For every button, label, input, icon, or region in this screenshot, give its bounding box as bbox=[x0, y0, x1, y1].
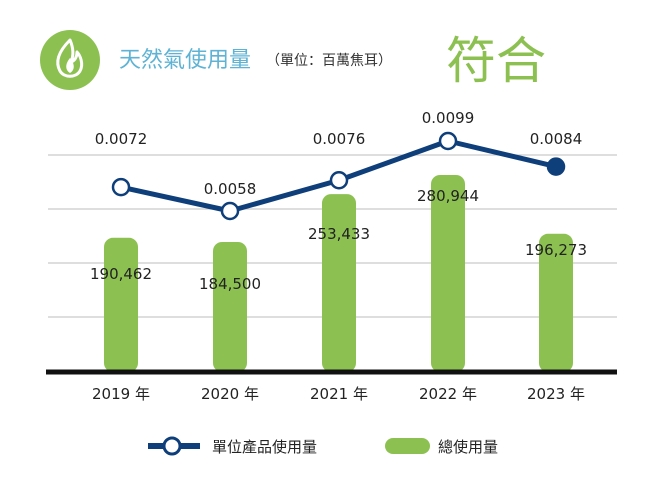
bar bbox=[104, 237, 138, 372]
bar-value-label: 190,462 bbox=[90, 265, 152, 283]
legend: 單位產品使用量 總使用量 bbox=[148, 436, 498, 456]
line-value-label: 0.0099 bbox=[422, 109, 475, 127]
bar bbox=[539, 233, 573, 372]
line-point bbox=[546, 157, 566, 176]
bar-value-label: 280,944 bbox=[417, 187, 479, 205]
bar-series bbox=[104, 175, 573, 372]
header: 天然氣使用量 （單位：百萬焦耳） 符合 bbox=[40, 30, 546, 90]
x-tick-label: 2020 年 bbox=[201, 385, 259, 403]
line-value-label: 0.0076 bbox=[313, 130, 366, 148]
unit-note: （單位：百萬焦耳） bbox=[266, 53, 392, 69]
status-badge: 符合 bbox=[446, 32, 546, 90]
line-value-label: 0.0058 bbox=[204, 180, 257, 198]
bar bbox=[213, 241, 247, 372]
bar-value-label: 253,433 bbox=[308, 225, 370, 243]
x-tick-label: 2022 年 bbox=[419, 385, 477, 403]
chart-title: 天然氣使用量 bbox=[119, 48, 251, 73]
line-series bbox=[111, 131, 566, 221]
x-tick-label: 2023 年 bbox=[527, 385, 585, 403]
bar-value-labels: 190,462 184,500 253,433 280,944 196,273 bbox=[90, 187, 587, 293]
legend-line-label: 單位產品使用量 bbox=[212, 438, 317, 456]
legend-bar-swatch bbox=[385, 438, 430, 454]
line-point bbox=[220, 201, 240, 221]
x-axis-tick-labels: 2019 年 2020 年 2021 年 2022 年 2023 年 bbox=[92, 385, 585, 403]
bar bbox=[322, 194, 356, 372]
legend-line-marker bbox=[162, 436, 182, 456]
line-value-label: 0.0084 bbox=[530, 130, 583, 148]
flame-glyph bbox=[56, 38, 84, 78]
bar-value-label: 196,273 bbox=[525, 241, 587, 259]
bar-value-label: 184,500 bbox=[199, 275, 261, 293]
x-tick-label: 2019 年 bbox=[92, 385, 150, 403]
line-value-labels: 0.0072 0.0058 0.0076 0.0099 0.0084 bbox=[95, 109, 583, 198]
bar bbox=[431, 175, 465, 372]
line-point bbox=[329, 171, 349, 190]
line-point bbox=[111, 177, 131, 197]
line-value-label: 0.0072 bbox=[95, 130, 148, 148]
legend-bar-label: 總使用量 bbox=[438, 438, 498, 456]
x-tick-label: 2021 年 bbox=[310, 385, 368, 403]
line-point bbox=[438, 131, 458, 151]
